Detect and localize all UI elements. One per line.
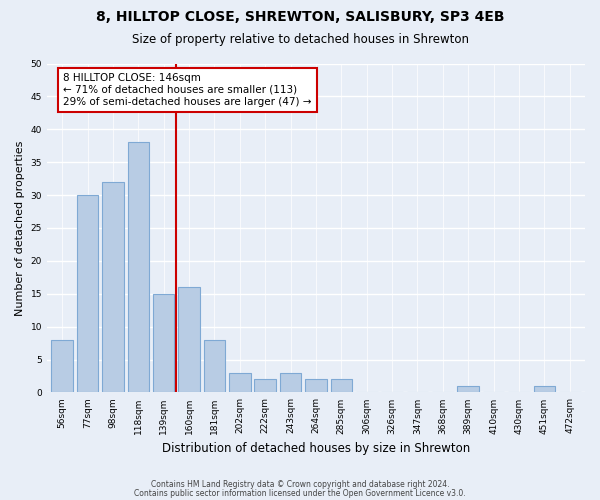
Bar [102,182,124,392]
Text: Contains public sector information licensed under the Open Government Licence v3: Contains public sector information licen… [134,488,466,498]
X-axis label: Distribution of detached houses by size in Shrewton: Distribution of detached houses by size … [162,442,470,455]
Text: Contains HM Land Registry data © Crown copyright and database right 2024.: Contains HM Land Registry data © Crown c… [151,480,449,489]
Bar [178,287,200,393]
Bar [305,380,327,392]
Text: 8 HILLTOP CLOSE: 146sqm
← 71% of detached houses are smaller (113)
29% of semi-d: 8 HILLTOP CLOSE: 146sqm ← 71% of detache… [63,74,311,106]
Bar [533,386,555,392]
Bar [203,340,225,392]
Bar [52,340,73,392]
Bar [331,380,352,392]
Bar [280,372,301,392]
Bar [254,380,276,392]
Text: 8, HILLTOP CLOSE, SHREWTON, SALISBURY, SP3 4EB: 8, HILLTOP CLOSE, SHREWTON, SALISBURY, S… [96,10,504,24]
Y-axis label: Number of detached properties: Number of detached properties [15,140,25,316]
Bar [457,386,479,392]
Bar [229,372,251,392]
Bar [153,294,175,392]
Bar [77,195,98,392]
Bar [128,142,149,392]
Text: Size of property relative to detached houses in Shrewton: Size of property relative to detached ho… [131,32,469,46]
